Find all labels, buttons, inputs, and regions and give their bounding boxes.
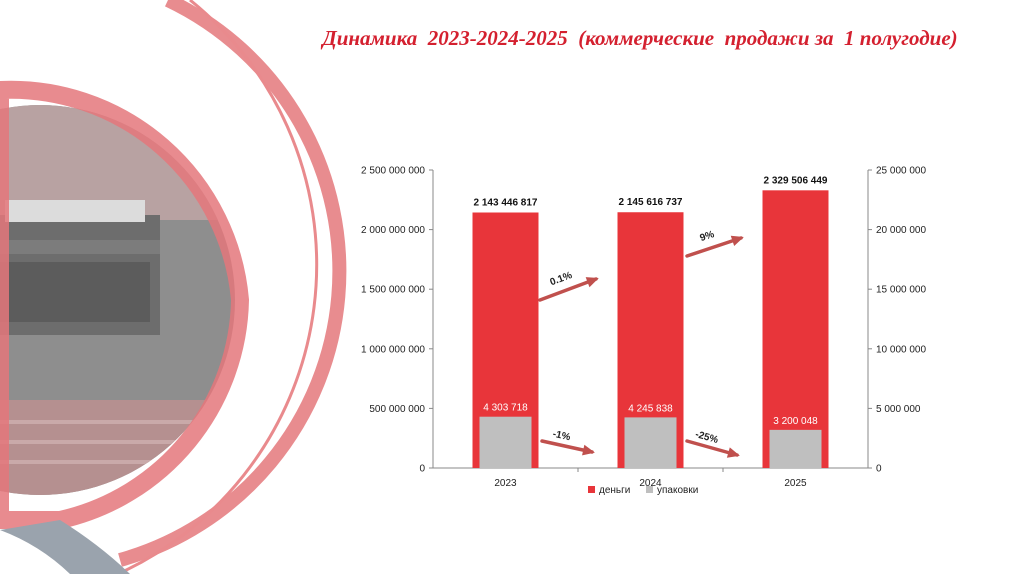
data-label-money: 2 145 616 737 — [619, 197, 683, 208]
bar-money — [762, 190, 829, 469]
data-label-money: 2 143 446 817 — [474, 198, 538, 209]
warehouse-photo — [0, 105, 235, 495]
right-tick-label: 25 000 000 — [876, 166, 926, 177]
decorative-gray-arc — [0, 520, 130, 574]
legend-swatch-packs — [646, 486, 653, 493]
decorative-band — [0, 80, 250, 529]
right-tick-label: 15 000 000 — [876, 285, 926, 296]
x-tick-label: 2024 — [639, 478, 662, 489]
change-label: -1% — [552, 429, 572, 444]
bar-packs — [479, 416, 532, 468]
bars-layer: 2 143 446 817 4 303 718 2 145 616 737 4 245… — [472, 175, 829, 469]
change-label: 0.1% — [549, 270, 574, 288]
decorative-arc — [117, 0, 319, 574]
left-tick-label: 0 — [419, 464, 425, 475]
legend-label-packs: упаковки — [657, 485, 698, 496]
chart-title: Динамика 2023-2024-2025 (коммерческие пр… — [322, 26, 958, 50]
legend-label-money: деньги — [599, 485, 630, 496]
change-arrowhead — [726, 447, 740, 458]
change-arrowhead — [585, 277, 599, 288]
change-arrow — [538, 277, 598, 302]
change-arrowhead — [730, 235, 744, 246]
left-tick-label: 1 000 000 000 — [361, 344, 425, 355]
data-label-packs: 4 303 718 — [483, 403, 528, 414]
change-label: 9% — [699, 229, 716, 244]
chart-legend: деньги упаковки — [588, 485, 698, 496]
data-label-packs: 3 200 048 — [773, 416, 818, 427]
decorative-ring — [118, 0, 347, 567]
x-tick-label: 2023 — [494, 478, 517, 489]
combo-bar-chart: 0 0 500 000 000 5 000 000 1 000 000 000 10 00… — [361, 166, 926, 497]
right-tick-label: 10 000 000 — [876, 344, 926, 355]
change-arrowhead — [582, 444, 595, 456]
bar-packs — [769, 429, 822, 468]
bar-packs — [624, 417, 677, 468]
x-tick-label: 2025 — [784, 478, 807, 489]
right-tick-label: 0 — [876, 464, 882, 475]
right-tick-label: 20 000 000 — [876, 225, 926, 236]
data-label-packs: 4 245 838 — [628, 403, 673, 414]
left-tick-label: 1 500 000 000 — [361, 285, 425, 296]
legend-swatch-money — [588, 486, 595, 493]
right-tick-label: 5 000 000 — [876, 404, 921, 415]
left-tick-label: 500 000 000 — [369, 404, 425, 415]
left-tick-label: 2 000 000 000 — [361, 225, 425, 236]
change-arrow — [685, 236, 743, 258]
data-label-money: 2 329 506 449 — [764, 175, 828, 186]
left-tick-label: 2 500 000 000 — [361, 166, 425, 177]
